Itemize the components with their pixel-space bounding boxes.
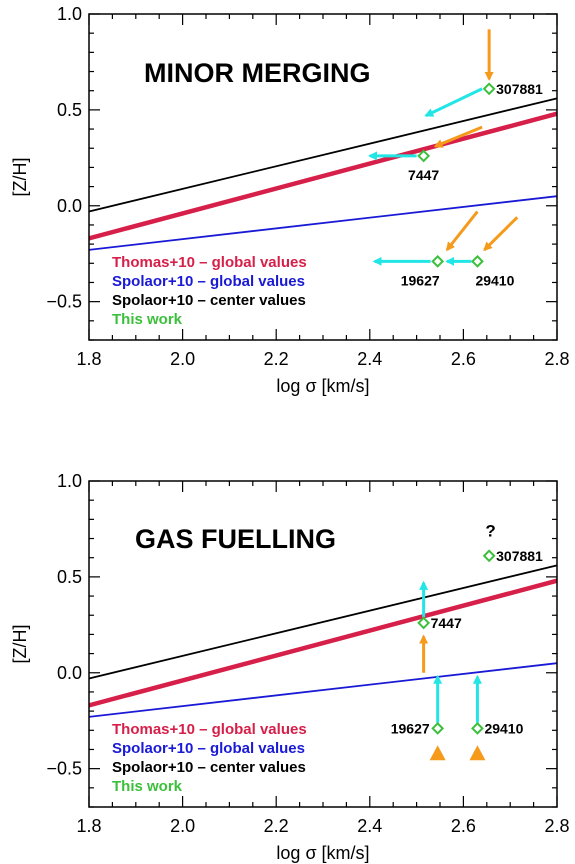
point-label-307881: 307881 xyxy=(496,548,543,564)
x-tick-label: 2.6 xyxy=(451,816,476,836)
plot-area-minor-merging: 307881 7447 19627 29410 xyxy=(88,29,558,288)
tick-labels-gas-fuelling: 1.8 2.0 2.2 2.4 2.6 2.8 1.0 0.5 0.0 −0.5 xyxy=(46,471,569,836)
legend-entry-spolaor-center: Spolaor+10 – center values xyxy=(112,759,306,776)
x-tick-label: 1.8 xyxy=(76,349,101,369)
x-tick-label: 2.8 xyxy=(544,816,569,836)
point-label-29410: 29410 xyxy=(484,720,523,736)
x-tick-label: 2.4 xyxy=(357,349,382,369)
x-tick-label: 2.2 xyxy=(264,349,289,369)
x-tick-label: 2.0 xyxy=(170,349,195,369)
x-tick-label: 1.8 xyxy=(76,816,101,836)
y-tick-label: 0.0 xyxy=(57,196,82,216)
x-axis-label: log σ [km/s] xyxy=(276,843,369,863)
data-point-29410 xyxy=(471,254,484,268)
y-axis-label: [Z/H] xyxy=(10,625,30,664)
y-tick-label: 0.0 xyxy=(57,663,82,683)
data-point-19627 xyxy=(431,254,445,268)
x-tick-label: 2.4 xyxy=(357,816,382,836)
x-axis-label: log σ [km/s] xyxy=(276,376,369,396)
tick-labels-minor-merging: 1.8 2.0 2.2 2.4 2.6 2.8 1.0 0.5 0.0 −0.5 xyxy=(46,4,569,369)
plot-area-gas-fuelling: 307881 7447 19627 29410? xyxy=(88,522,558,761)
arrow-1 xyxy=(424,87,483,117)
legend-entry-spolaor-center: Spolaor+10 – center values xyxy=(112,292,306,309)
y-tick-label: 0.5 xyxy=(57,567,82,587)
series-line-2 xyxy=(88,564,558,680)
triangle-marker-1 xyxy=(469,745,486,761)
y-tick-label: 1.0 xyxy=(57,4,82,24)
legend-entry-spolaor-global: Spolaor+10 – global values xyxy=(112,273,305,290)
ticks-minor-merging xyxy=(88,13,558,341)
panel-minor-merging: 307881 7447 19627 29410 MINOR MERGING Thoma… xyxy=(10,4,570,396)
arrow-2 xyxy=(433,125,483,148)
series-line-1 xyxy=(88,662,558,718)
panel-title: MINOR MERGING xyxy=(144,58,371,88)
data-point-19627 xyxy=(431,721,445,735)
point-label-7447: 7447 xyxy=(431,615,462,631)
series-line-0 xyxy=(88,111,558,241)
data-point-307881 xyxy=(482,549,496,563)
point-label-307881: 307881 xyxy=(496,81,543,97)
y-tick-label: −0.5 xyxy=(46,292,82,312)
y-tick-label: 1.0 xyxy=(57,471,82,491)
legend-entry-thomas: Thomas+10 – global values xyxy=(112,721,307,738)
series-line-2 xyxy=(88,97,558,213)
data-point-307881 xyxy=(482,82,496,96)
legend-entry-thomas: Thomas+10 – global values xyxy=(112,254,307,271)
data-point-7447 xyxy=(417,149,431,163)
panel-title: GAS FUELLING xyxy=(135,524,336,554)
series-line-1 xyxy=(88,195,558,251)
point-label-7447: 7447 xyxy=(408,167,439,183)
legend-entry-this-work: This work xyxy=(112,311,183,328)
x-tick-label: 2.8 xyxy=(544,349,569,369)
data-point-7447 xyxy=(417,616,431,630)
x-tick-label: 2.0 xyxy=(170,816,195,836)
legend-entry-spolaor-global: Spolaor+10 – global values xyxy=(112,740,305,757)
series-line-0 xyxy=(88,578,558,708)
point-label-19627: 19627 xyxy=(391,720,430,736)
point-label-19627: 19627 xyxy=(401,272,440,288)
triangle-marker-0 xyxy=(429,745,446,761)
panel-gas-fuelling: 307881 7447 19627 29410? GAS FUELLING Thoma… xyxy=(10,471,570,863)
x-tick-label: 2.2 xyxy=(264,816,289,836)
x-tick-label: 2.6 xyxy=(451,349,476,369)
arrow-4 xyxy=(445,210,479,252)
legend-entry-this-work: This work xyxy=(112,778,183,795)
point-label-29410: 29410 xyxy=(475,272,514,288)
data-point-29410 xyxy=(471,721,484,735)
y-tick-label: 0.5 xyxy=(57,100,82,120)
y-axis-label: [Z/H] xyxy=(10,158,30,197)
ticks-gas-fuelling xyxy=(88,480,558,808)
y-tick-label: −0.5 xyxy=(46,759,82,779)
annotation-0: ? xyxy=(485,522,495,541)
arrow-5 xyxy=(483,216,519,252)
